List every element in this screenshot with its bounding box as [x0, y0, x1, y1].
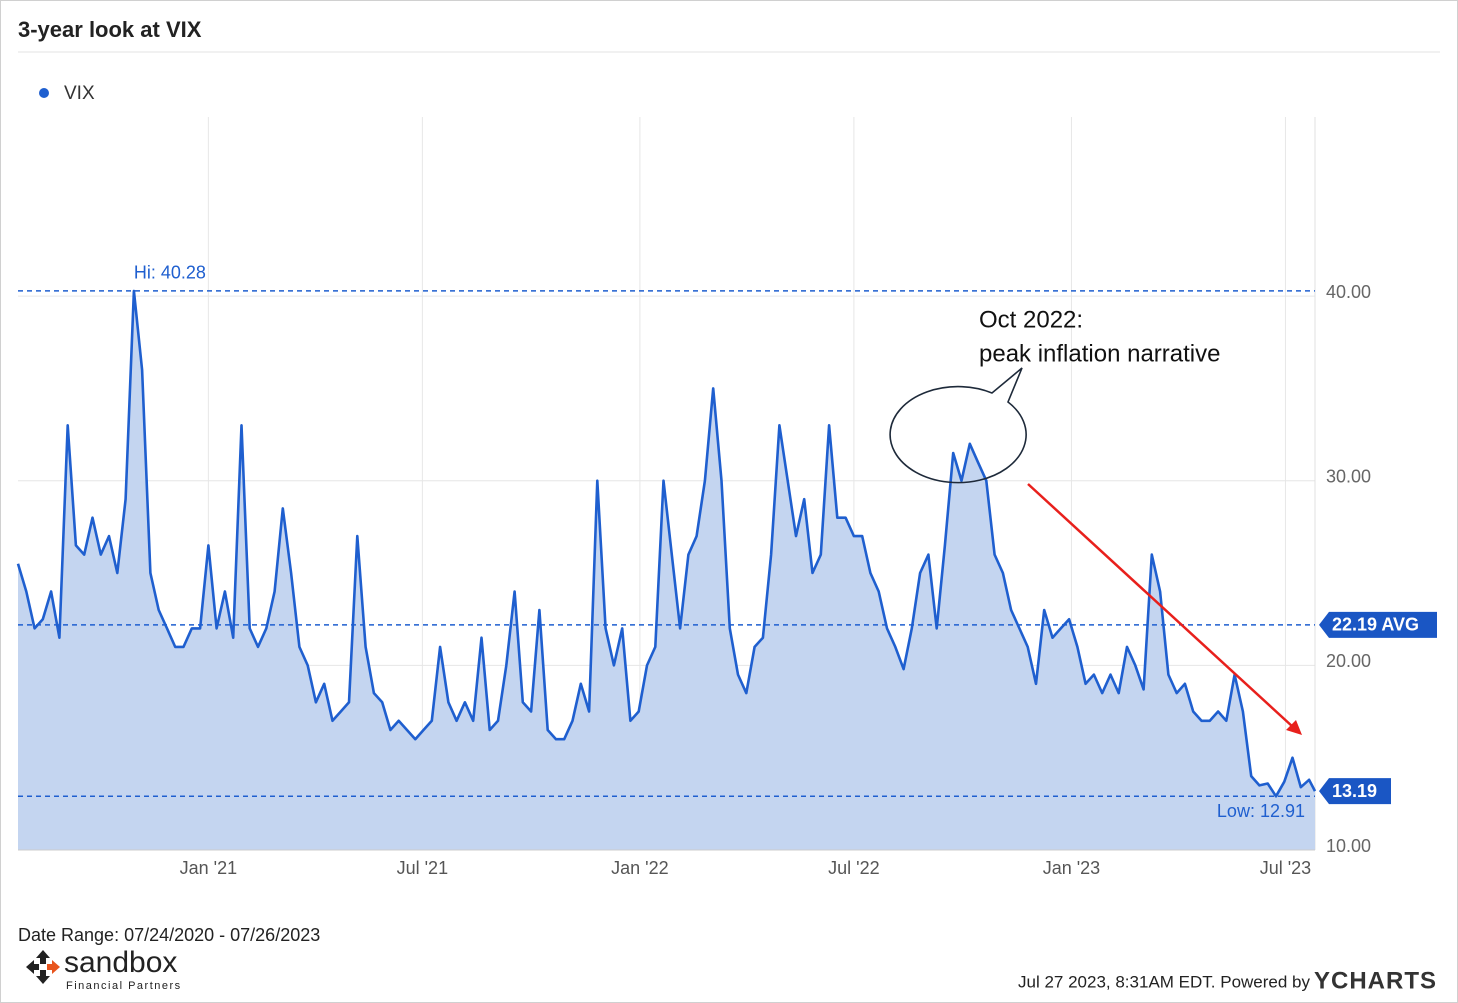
date-range: Date Range: 07/24/2020 - 07/26/2023	[18, 925, 320, 945]
plot: Jan '21 Jul '21 Jan '22 Jul '22 Jan '23 Jul '…	[16, 83, 1437, 878]
logo-name: sandbox	[64, 946, 177, 979]
brand: YCHARTS	[1314, 967, 1437, 994]
legend-marker	[39, 88, 49, 98]
x-tick-label: Jan '21	[180, 858, 237, 878]
x-tick-label: Jan '22	[611, 858, 668, 878]
last-value-tag: 13.19	[1332, 781, 1377, 801]
line	[16, 289, 1317, 798]
footer: Jul 27 2023, 8:31AM EDT. Powered by	[1018, 972, 1310, 991]
x-tick-label: Jul '21	[397, 858, 448, 878]
arrow-head	[1286, 720, 1302, 735]
callout-bubble	[889, 367, 1027, 484]
x-tick-label: Jul '23	[1260, 858, 1311, 878]
annotation: peak inflation narrative	[979, 340, 1220, 367]
chart-title: 3-year look at VIX	[18, 17, 202, 42]
last-value-tag-bg	[1319, 778, 1391, 805]
logo-icon	[26, 950, 60, 984]
annotation: Oct 2022:	[979, 306, 1083, 333]
logo-tagline: Financial Partners	[66, 980, 182, 992]
y-tick-label: 10.00	[1326, 836, 1371, 856]
trend-arrow	[1027, 483, 1294, 728]
x-tick-label: Jul '22	[828, 858, 879, 878]
legend-label: VIX	[64, 83, 95, 104]
avg-tag-bg	[1319, 611, 1437, 638]
avg-tag: 22.19 AVG	[1332, 615, 1419, 635]
y-tick-label: 30.00	[1326, 466, 1371, 486]
low-label: Low: 12.91	[1217, 801, 1305, 821]
y-tick-label: 20.00	[1326, 651, 1371, 671]
y-tick-label: 40.00	[1326, 282, 1371, 302]
x-tick-label: Jan '23	[1043, 858, 1100, 878]
hi-label: Hi: 40.28	[134, 263, 206, 283]
